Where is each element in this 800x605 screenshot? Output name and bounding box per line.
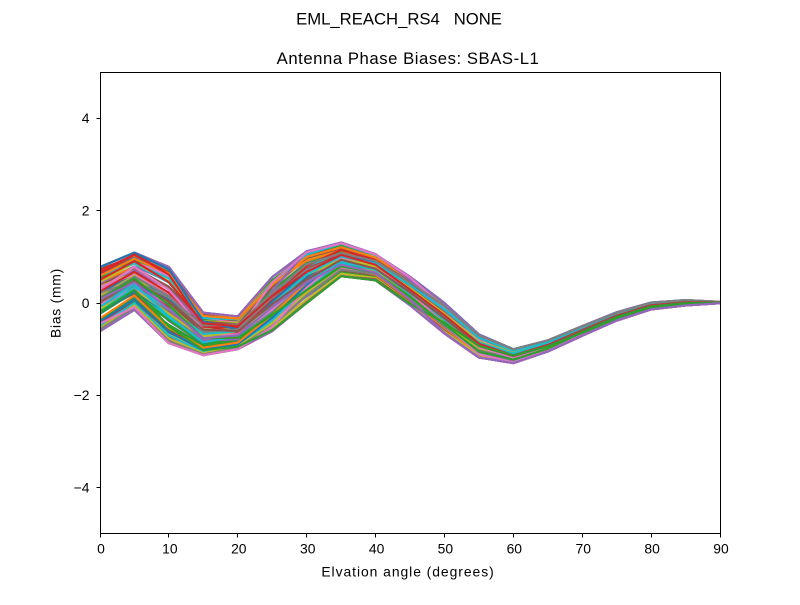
svg-text:70: 70 bbox=[575, 541, 591, 557]
svg-text:50: 50 bbox=[438, 541, 454, 557]
svg-text:EML_REACH_RS4 NONE: EML_REACH_RS4 NONE bbox=[296, 10, 502, 29]
svg-text:4: 4 bbox=[82, 110, 90, 126]
svg-text:40: 40 bbox=[369, 541, 385, 557]
svg-text:30: 30 bbox=[300, 541, 316, 557]
svg-text:Elvation angle (degrees): Elvation angle (degrees) bbox=[321, 564, 494, 580]
svg-text:90: 90 bbox=[713, 541, 729, 557]
svg-text:80: 80 bbox=[644, 541, 660, 557]
svg-text:60: 60 bbox=[507, 541, 523, 557]
svg-text:0: 0 bbox=[82, 295, 90, 311]
svg-text:20: 20 bbox=[231, 541, 247, 557]
svg-text:Bias (mm): Bias (mm) bbox=[47, 268, 63, 338]
svg-text:0: 0 bbox=[97, 541, 105, 557]
svg-text:−2: −2 bbox=[74, 387, 90, 403]
svg-text:−4: −4 bbox=[74, 480, 90, 496]
svg-text:2: 2 bbox=[82, 202, 90, 218]
svg-text:Antenna Phase Biases: SBAS-L1: Antenna Phase Biases: SBAS-L1 bbox=[277, 49, 540, 68]
svg-text:10: 10 bbox=[162, 541, 178, 557]
